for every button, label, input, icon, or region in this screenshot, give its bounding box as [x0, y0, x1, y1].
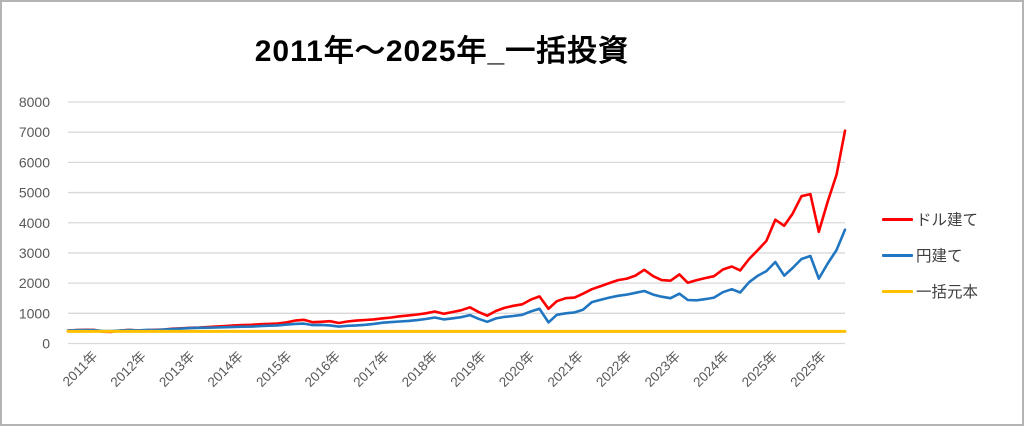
x-axis-tick-label: 2025年	[787, 349, 828, 390]
legend-item-principal: 一括元本	[882, 273, 978, 309]
legend-swatch-usd	[882, 217, 913, 221]
legend-item-jpy: 円建て	[882, 237, 978, 273]
series-line-jpy	[66, 228, 847, 333]
legend-swatch-jpy	[882, 253, 913, 257]
x-axis-tick-label: 2023年	[642, 349, 683, 390]
y-axis-tick-label: 4000	[19, 215, 50, 231]
x-axis-tick-label: 2012年	[108, 349, 149, 390]
y-axis-tick-label: 7000	[19, 124, 50, 140]
x-axis-tick-label: 2013年	[156, 349, 197, 390]
x-axis-tick-label: 2019年	[448, 349, 489, 390]
x-axis-tick-label: 2025年	[739, 349, 780, 390]
y-axis-tick-label: 3000	[19, 245, 50, 261]
y-axis-tick-label: 0	[42, 336, 50, 352]
legend: ドル建て円建て一括元本	[882, 201, 978, 309]
x-axis-tick-label: 2015年	[253, 349, 294, 390]
legend-label: 円建て	[916, 248, 963, 265]
x-axis-tick-label: 2021年	[545, 349, 586, 390]
x-axis-tick-label: 2014年	[205, 349, 246, 390]
x-axis-tick-label: 2022年	[593, 349, 634, 390]
x-axis-tick-label: 2017年	[350, 349, 391, 390]
x-axis-tick-label: 2016年	[302, 349, 343, 390]
y-axis-tick-label: 6000	[19, 154, 50, 170]
x-axis-tick-label: 2020年	[496, 349, 537, 390]
legend-label: 一括元本	[916, 284, 979, 301]
series-line-usd	[66, 129, 847, 334]
legend-label: ドル建て	[916, 212, 979, 229]
x-axis-tick-label: 2024年	[690, 349, 731, 390]
chart-title: 2011年～2025年_一括投資	[254, 35, 630, 68]
y-axis-tick-label: 5000	[19, 185, 50, 201]
y-axis-tick-label: 8000	[19, 94, 50, 110]
x-axis-tick-label: 2011年	[60, 349, 101, 390]
y-axis-tick-label: 1000	[19, 305, 50, 321]
y-axis-tick-label: 2000	[19, 275, 50, 291]
legend-item-usd: ドル建て	[882, 201, 978, 237]
legend-swatch-principal	[882, 289, 913, 293]
x-axis-tick-label: 2018年	[399, 349, 440, 390]
